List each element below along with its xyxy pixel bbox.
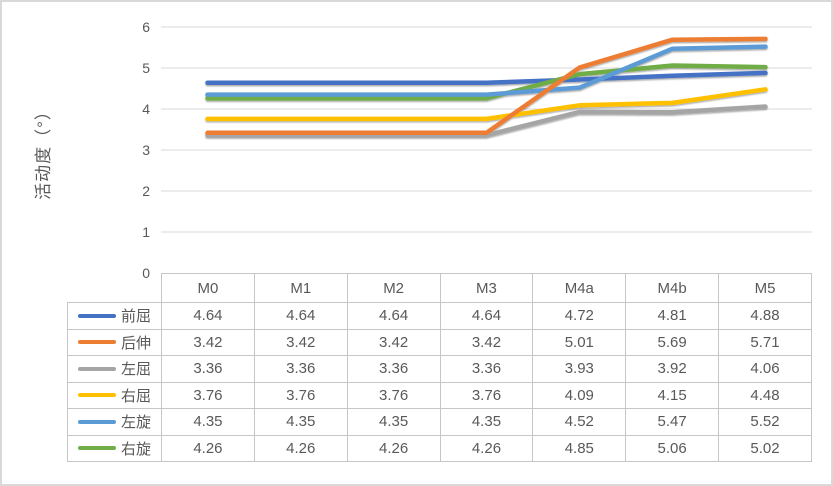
series-name: 后伸 bbox=[120, 334, 151, 352]
value-cell: 4.48 bbox=[718, 381, 812, 409]
value-cell: 5.06 bbox=[625, 434, 720, 462]
data-table: M0 M1 M2 M3 M4a M4b M5 前屈 4.64 4.64 4.64 4.64 4.72 4.… bbox=[67, 273, 812, 462]
value-cell: 3.42 bbox=[346, 328, 441, 356]
value-cell: 5.02 bbox=[718, 434, 812, 462]
value-cell: 5.01 bbox=[532, 328, 627, 356]
series-line-left-rotation bbox=[205, 44, 768, 97]
series-name: 左旋 bbox=[120, 414, 151, 432]
table-row-right-rotation: 右旋 4.26 4.26 4.26 4.26 4.85 5.06 5.02 bbox=[67, 434, 812, 462]
y-tick-label: 5 bbox=[142, 59, 150, 76]
legend-line-swatch-back-extension bbox=[77, 340, 116, 345]
series-name: 右旋 bbox=[120, 440, 151, 458]
value-cell: 4.35 bbox=[346, 408, 441, 436]
legend-cell-right-flexion: 右屈 bbox=[67, 381, 162, 409]
legend-cell-left-rotation: 左旋 bbox=[67, 408, 162, 436]
plot-area bbox=[161, 26, 812, 233]
column-header-m3: M3 bbox=[439, 273, 534, 303]
legend-line-swatch-front-flexion bbox=[77, 313, 116, 318]
table-row-left-rotation: 左旋 4.35 4.35 4.35 4.35 4.52 5.47 5.52 bbox=[67, 408, 812, 436]
value-cell: 5.71 bbox=[718, 328, 812, 356]
column-header-m4a: M4a bbox=[532, 273, 627, 303]
series-name: 前屈 bbox=[120, 308, 151, 326]
value-cell: 4.81 bbox=[625, 302, 720, 330]
series-line-right-flexion bbox=[205, 87, 768, 122]
value-cell: 4.64 bbox=[439, 302, 534, 330]
value-cell: 4.26 bbox=[253, 434, 348, 462]
value-cell: 4.35 bbox=[161, 408, 255, 436]
column-header-m4b: M4b bbox=[625, 273, 720, 303]
value-cell: 4.06 bbox=[718, 355, 812, 383]
series-lines bbox=[205, 36, 768, 138]
column-header-m5: M5 bbox=[718, 273, 812, 303]
value-cell: 4.88 bbox=[718, 302, 812, 330]
legend-line-swatch-right-flexion bbox=[77, 393, 116, 398]
column-header-m2: M2 bbox=[346, 273, 441, 303]
y-tick-label: 0 bbox=[142, 264, 150, 281]
legend-cell-front-flexion: 前屈 bbox=[67, 302, 162, 330]
value-cell: 3.76 bbox=[253, 381, 348, 409]
y-tick-label: 4 bbox=[142, 100, 150, 117]
series-line-right-rotation bbox=[205, 63, 768, 101]
value-cell: 4.26 bbox=[439, 434, 534, 462]
series-name: 左屈 bbox=[120, 361, 151, 379]
table-row-left-flexion: 左屈 3.36 3.36 3.36 3.36 3.93 3.92 4.06 bbox=[67, 355, 812, 383]
y-tick-label: 6 bbox=[142, 18, 150, 35]
y-axis-title: 活动度（°） bbox=[34, 102, 53, 200]
table-corner-cell bbox=[67, 273, 162, 303]
value-cell: 4.72 bbox=[532, 302, 627, 330]
series-line-back-extension bbox=[205, 36, 768, 136]
value-cell: 4.52 bbox=[532, 408, 627, 436]
legend-line-swatch-left-flexion bbox=[77, 366, 116, 371]
table-row-right-flexion: 右屈 3.76 3.76 3.76 3.76 4.09 4.15 4.48 bbox=[67, 381, 812, 409]
value-cell: 5.69 bbox=[625, 328, 720, 356]
legend-line-swatch-left-rotation bbox=[77, 419, 116, 424]
value-cell: 3.76 bbox=[161, 381, 255, 409]
value-cell: 4.35 bbox=[253, 408, 348, 436]
value-cell: 3.42 bbox=[439, 328, 534, 356]
legend-line-swatch-right-rotation bbox=[77, 446, 116, 451]
y-tick-label: 2 bbox=[142, 182, 150, 199]
value-cell: 3.42 bbox=[253, 328, 348, 356]
value-cell: 3.93 bbox=[532, 355, 627, 383]
value-cell: 3.92 bbox=[625, 355, 720, 383]
value-cell: 4.64 bbox=[253, 302, 348, 330]
series-name: 右屈 bbox=[120, 387, 151, 405]
value-cell: 4.85 bbox=[532, 434, 627, 462]
series-line-front-flexion bbox=[205, 70, 768, 86]
value-cell: 3.76 bbox=[439, 381, 534, 409]
gridlines bbox=[161, 26, 812, 233]
y-tick-label: 1 bbox=[142, 223, 150, 240]
value-cell: 4.64 bbox=[346, 302, 441, 330]
value-cell: 4.09 bbox=[532, 381, 627, 409]
value-cell: 3.36 bbox=[439, 355, 534, 383]
value-cell: 4.35 bbox=[439, 408, 534, 436]
table-row-front-flexion: 前屈 4.64 4.64 4.64 4.64 4.72 4.81 4.88 bbox=[67, 302, 812, 330]
value-cell: 4.26 bbox=[346, 434, 441, 462]
value-cell: 3.36 bbox=[161, 355, 255, 383]
value-cell: 4.64 bbox=[161, 302, 255, 330]
y-tick-label: 3 bbox=[142, 141, 150, 158]
table-header-row: M0 M1 M2 M3 M4a M4b M5 bbox=[67, 273, 812, 303]
value-cell: 5.52 bbox=[718, 408, 812, 436]
value-cell: 3.42 bbox=[161, 328, 255, 356]
value-cell: 4.26 bbox=[161, 434, 255, 462]
legend-cell-right-rotation: 右旋 bbox=[67, 434, 162, 462]
table-row-back-extension: 后伸 3.42 3.42 3.42 3.42 5.01 5.69 5.71 bbox=[67, 328, 812, 356]
legend-cell-back-extension: 后伸 bbox=[67, 328, 162, 356]
legend-cell-left-flexion: 左屈 bbox=[67, 355, 162, 383]
value-cell: 5.47 bbox=[625, 408, 720, 436]
value-cell: 3.36 bbox=[346, 355, 441, 383]
value-cell: 4.15 bbox=[625, 381, 720, 409]
column-header-m0: M0 bbox=[161, 273, 255, 303]
value-cell: 3.36 bbox=[253, 355, 348, 383]
column-header-m1: M1 bbox=[253, 273, 348, 303]
series-line-left-flexion bbox=[205, 104, 768, 138]
value-cell: 3.76 bbox=[346, 381, 441, 409]
